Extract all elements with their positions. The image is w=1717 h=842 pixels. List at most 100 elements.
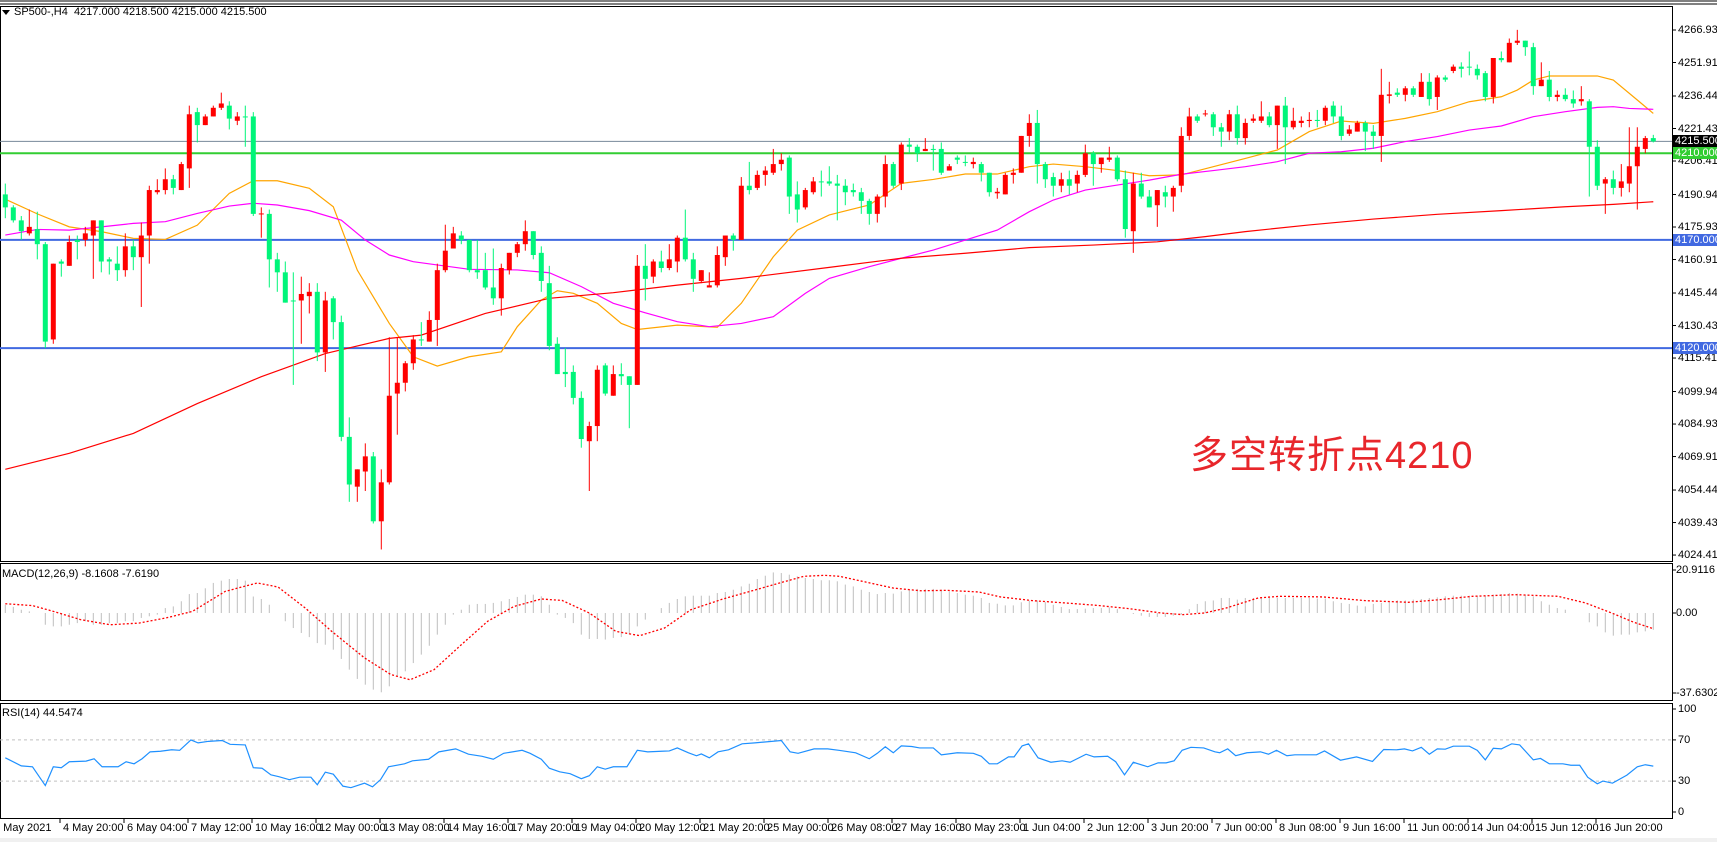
candle-body: [770, 164, 776, 173]
rsi-label: RSI(14) 44.5474: [2, 707, 83, 719]
candle: [434, 263, 440, 346]
candle-body: [546, 283, 552, 346]
candle-body: [482, 270, 488, 288]
time-axis-label: 16 Jun 20:00: [1599, 822, 1663, 834]
axis-ticks: [59, 29, 1676, 823]
candle-body: [490, 287, 496, 299]
candle: [794, 181, 800, 223]
candle: [1050, 172, 1056, 197]
candle: [962, 155, 968, 167]
candle: [1442, 75, 1448, 82]
candle-body: [722, 235, 728, 258]
candle-body: [346, 436, 352, 485]
candle-body: [1178, 135, 1184, 186]
candle: [138, 222, 144, 307]
candle-body: [1138, 183, 1144, 197]
candle-body: [1514, 40, 1520, 43]
price-axis-label: 4266.930: [1678, 24, 1717, 36]
price-axis-label: 4039.430: [1678, 516, 1717, 529]
candle-body: [1530, 47, 1536, 87]
candle-body: [946, 166, 952, 171]
candle: [1314, 109, 1320, 128]
candle-body: [914, 146, 920, 154]
candle: [450, 226, 456, 249]
time-axis-label: 26 May 08:00: [831, 822, 898, 834]
candle: [1194, 114, 1200, 123]
candle-body: [1522, 40, 1528, 48]
candle-body: [26, 226, 32, 234]
candle: [778, 153, 784, 171]
candle: [1242, 118, 1248, 145]
candle: [1018, 135, 1024, 173]
candle-body: [786, 157, 792, 197]
candle: [586, 421, 592, 491]
dropdown-triangle-icon[interactable]: [2, 9, 10, 15]
candle: [1234, 105, 1240, 145]
candle-body: [1146, 196, 1152, 208]
candle: [114, 246, 120, 281]
macd-pane[interactable]: [0, 563, 1673, 701]
candle-body: [290, 300, 296, 302]
candle-body: [82, 233, 88, 240]
candle: [506, 252, 512, 275]
candle: [250, 112, 256, 217]
candle-body: [250, 116, 256, 214]
main-pane[interactable]: [0, 6, 1673, 562]
candle-body: [210, 107, 216, 117]
candle-body: [754, 174, 760, 188]
candle-body: [762, 170, 768, 175]
candle-body: [826, 181, 832, 184]
candle-body: [1226, 114, 1232, 132]
candle-body: [306, 291, 312, 297]
candle: [658, 250, 664, 273]
candle: [1522, 40, 1528, 56]
candle-body: [1506, 42, 1512, 63]
candle-body: [906, 144, 912, 147]
candle: [210, 105, 216, 117]
macd-axis-label: 20.9116: [1676, 564, 1715, 576]
candle: [1098, 157, 1104, 173]
candle: [1250, 114, 1256, 123]
time-axis-label: 14 Jun 04:00: [1471, 822, 1535, 834]
candle-body: [170, 179, 176, 188]
price-axis-label: 4115.415: [1678, 352, 1717, 365]
candle-body: [66, 242, 72, 266]
candle: [346, 417, 352, 502]
price-axis-label: 4084.930: [1678, 418, 1717, 431]
candle: [50, 263, 56, 344]
candle-body: [274, 259, 280, 273]
candle-body: [450, 233, 456, 249]
candle-body: [1578, 99, 1584, 102]
candle-body: [138, 235, 144, 258]
candle-body: [1410, 88, 1416, 95]
candle: [834, 174, 840, 221]
candle: [1162, 185, 1168, 208]
candle: [666, 244, 672, 271]
time-axis-label: 10 May 16:00: [255, 822, 322, 834]
candle: [1378, 68, 1384, 162]
time-axis-label: 7 Jun 00:00: [1215, 822, 1273, 834]
candle-body: [882, 164, 888, 197]
candle: [1114, 155, 1120, 182]
candle-body: [1266, 116, 1272, 126]
price-axis-label: 4190.945: [1678, 188, 1717, 201]
candle-body: [314, 291, 320, 353]
candle: [1610, 170, 1616, 195]
candle: [1170, 185, 1176, 212]
candle: [514, 242, 520, 258]
candle: [842, 179, 848, 206]
candle: [1002, 172, 1008, 195]
candle: [1466, 51, 1472, 76]
candle-body: [1058, 179, 1064, 186]
rsi-pane[interactable]: [0, 703, 1673, 819]
time-axis-label: 6 May 04:00: [127, 822, 188, 834]
candle: [1202, 109, 1208, 117]
candle-body: [554, 343, 560, 375]
candle-body: [474, 270, 480, 273]
candle: [66, 235, 72, 266]
candle: [1490, 57, 1496, 104]
candle: [1602, 177, 1608, 214]
candle-body: [1394, 92, 1400, 95]
candle-body: [386, 395, 392, 483]
candle: [130, 239, 136, 271]
